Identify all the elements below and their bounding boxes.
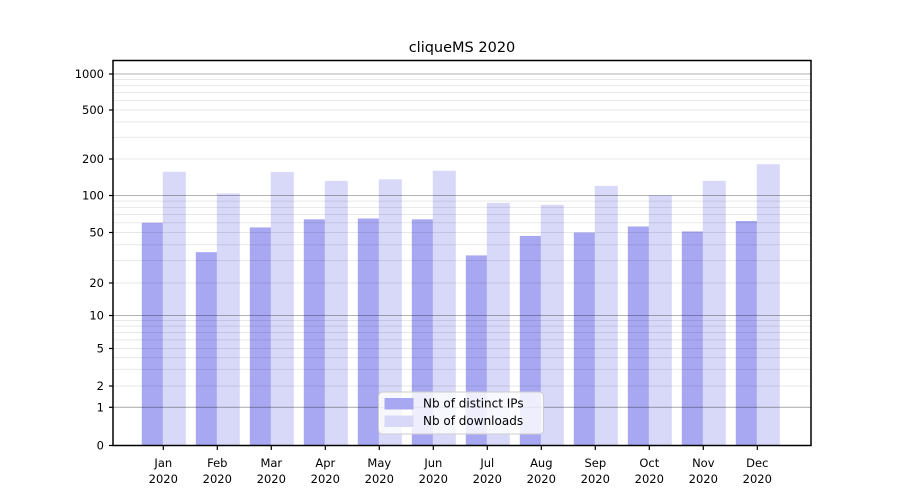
bar-downloads-apr <box>324 180 348 446</box>
bar-downloads-feb <box>216 193 240 446</box>
x-tick-label-month: Apr <box>315 456 335 470</box>
legend-swatch-downloads <box>384 415 414 427</box>
bar-distinct-ips-oct <box>627 226 651 446</box>
legend-swatch-distinct-ips <box>384 398 414 410</box>
bar-downloads-jul <box>486 202 510 446</box>
x-tick-label-year: 2020 <box>527 472 556 486</box>
bar-distinct-ips-apr <box>303 219 327 446</box>
x-tick-label-year: 2020 <box>581 472 610 486</box>
x-tick-label-month: Feb <box>207 456 227 470</box>
y-tick-label: 5 <box>97 342 104 356</box>
x-tick-label-year: 2020 <box>635 472 664 486</box>
grid-layer <box>113 73 811 408</box>
x-tick-label-year: 2020 <box>689 472 718 486</box>
bar-downloads-oct <box>648 195 672 446</box>
x-tick-label-year: 2020 <box>473 472 502 486</box>
bar-distinct-ips-nov <box>681 231 705 446</box>
bar-distinct-ips-dec <box>735 221 759 446</box>
bar-distinct-ips-jan <box>141 222 165 446</box>
y-tick-label: 1 <box>97 400 104 414</box>
bar-downloads-mar <box>270 172 294 446</box>
x-tick-label-month: Aug <box>530 456 552 470</box>
bar-downloads-jun <box>432 170 456 446</box>
bar-downloads-aug <box>540 204 564 446</box>
bar-distinct-ips-feb <box>195 252 219 446</box>
y-tick-label: 2 <box>97 379 104 393</box>
bar-downloads-dec <box>756 164 780 446</box>
y-tick-label: 50 <box>89 226 104 240</box>
legend-label-downloads: Nb of downloads <box>423 414 523 428</box>
y-tick-label: 20 <box>89 276 104 290</box>
x-tick-label-year: 2020 <box>203 472 232 486</box>
y-tick-label: 500 <box>82 103 104 117</box>
x-tick-label-month: Jan <box>153 456 172 470</box>
x-tick-label-month: May <box>367 456 391 470</box>
y-tick-label: 100 <box>82 189 104 203</box>
x-tick-label-month: Jun <box>423 456 442 470</box>
x-tick-label-year: 2020 <box>743 472 772 486</box>
x-tick-label-month: Sep <box>584 456 606 470</box>
x-tick-label-year: 2020 <box>149 472 178 486</box>
legend: Nb of distinct IPs Nb of downloads <box>378 391 544 435</box>
y-tick-label: 1000 <box>75 67 104 81</box>
x-tick-label-year: 2020 <box>257 472 286 486</box>
chart-title: cliqueMS 2020 <box>409 40 516 56</box>
x-tick-label-month: Dec <box>746 456 768 470</box>
bar-distinct-ips-mar <box>249 227 273 446</box>
y-tick-label: 0 <box>97 439 104 453</box>
plot-frame <box>112 59 812 447</box>
bar-downloads-sep <box>594 185 618 446</box>
y-tick-label: 200 <box>82 152 104 166</box>
x-tick-label-year: 2020 <box>365 472 394 486</box>
legend-label-distinct-ips: Nb of distinct IPs <box>423 397 524 411</box>
x-tick-label-month: Mar <box>260 456 282 470</box>
x-tick-label-month: Jul <box>479 456 494 470</box>
bar-distinct-ips-sep <box>573 232 597 446</box>
bar-distinct-ips-may <box>357 218 381 446</box>
x-tick-label-month: Nov <box>692 456 715 470</box>
x-tick-label-year: 2020 <box>311 472 340 486</box>
ticks-layer: 0 1 2 5 10 20 50 100 200 500 1000 Jan 2020 Feb 2020 Mar… <box>75 67 772 486</box>
bar-downloads-jan <box>162 171 186 446</box>
x-tick-label-year: 2020 <box>419 472 448 486</box>
y-tick-label: 10 <box>89 309 104 323</box>
legend-box <box>378 391 544 435</box>
bar-downloads-nov <box>702 180 726 446</box>
bar-distinct-ips-jun <box>411 219 435 446</box>
x-tick-label-month: Oct <box>639 456 659 470</box>
bar-downloads-may <box>378 179 402 446</box>
